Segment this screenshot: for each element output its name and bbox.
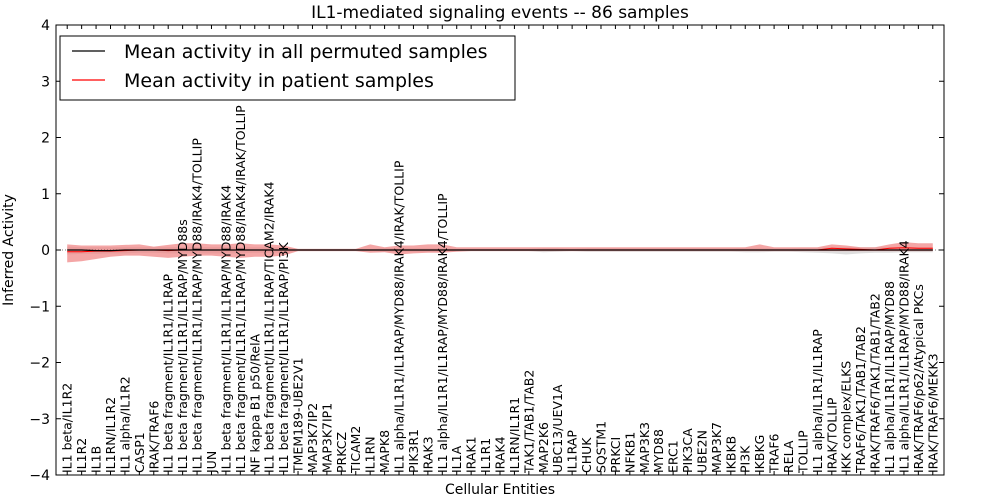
y-tick-label: 2 [41,131,50,147]
x-category-label: IRAK3 [420,436,435,473]
x-category-label: MAP3K3 [637,422,652,473]
x-category-label: TMEM189-UBE2V1 [291,357,306,474]
x-category-label: CHUK [579,437,594,473]
x-category-label: IL1 beta fragment/IL1R1/IL1RAP/MYD88/IRA… [190,138,205,473]
x-category-label: IKBKG [752,435,767,473]
x-category-label: IRAK/TRAF6/TAK1/TAB1/TAB2 [868,293,883,473]
x-category-label: IL1 beta fragment/IL1R1/IL1RAP/MYD88/IRA… [233,105,248,473]
x-category-label: IL1RN/IL1R1 [507,397,522,473]
y-tick-label: 4 [41,18,50,34]
x-category-label: MAP3K7 [709,422,724,473]
x-category-label: IL1 beta fragment/IL1R1/IL1RAP [161,273,176,473]
x-category-label: IRAK4 [493,436,508,473]
x-category-label: IL1B [89,446,104,473]
x-category-label: JUN [204,451,219,474]
x-category-label: PI3K [738,445,753,473]
x-category-label: TAK1/TAB1/TAB2 [521,370,536,474]
x-category-label: PRKCZ [334,432,349,473]
x-category-label: IL1RAP [565,430,580,473]
x-category-label: UBE2N [695,430,710,473]
legend-box [59,35,516,101]
x-category-label: IL1 beta/IL1R2 [60,383,75,473]
x-category-label: IRAK1 [464,436,479,473]
x-category-label: IL1R1 [478,438,493,473]
x-category-label: MAPK8 [377,430,392,473]
x-category-label: IL1RN [363,436,378,473]
x-category-label: IL1 beta fragment/IL1R1/IL1RAP/TICAM2/IR… [262,182,277,473]
y-tick-label: −2 [29,356,50,372]
x-category-label: IL1 beta fragment/IL1R1/IL1RAP/MYD88s [175,219,190,473]
legend: Mean activity in all permuted samples Me… [59,35,516,101]
x-category-label: IL1 alpha/IL1R1/IL1RAP/MYD88/IRAK4/IRAK/… [392,160,407,473]
legend-label-permuted: Mean activity in all permuted samples [124,41,487,63]
legend-label-patient: Mean activity in patient samples [124,70,434,92]
x-category-label: IL1 alpha/IL1R1/IL1RAP [810,329,825,473]
x-category-label: NF kappa B1 p50/RelA [247,333,262,473]
patient-band [67,242,933,263]
y-tick-label: −1 [29,299,50,315]
x-category-label: IL1 beta fragment/IL1R1/IL1RAP/PI3K [276,242,291,473]
x-category-label: IRAK/TRAF6/MEKK3 [925,353,940,473]
x-category-label: TRAF6/TAK1/TAB1/TAB2 [853,326,868,474]
x-category-label: MAP2K6 [536,422,551,473]
y-axis-label: Inferred Activity [1,194,17,306]
x-category-label: IL1 beta fragment/IL1R1/IL1RAP/MYD88/IRA… [218,185,233,473]
x-category-label: IRAK/TRAF6/p62/Atypical PKCs [911,284,926,473]
x-category-label: NFKB1 [622,432,637,473]
chart-title: IL1-mediated signaling events -- 86 samp… [311,3,689,23]
y-tick-label: 1 [41,187,50,203]
x-category-label: IRAK/TOLLIP [824,397,839,473]
y-tick-label: 0 [41,243,50,259]
x-category-label: IL1 alpha/IL1R1/IL1RAP/MYD88/IRAK4/TOLLI… [435,193,450,473]
x-category-label: IL1A [449,445,464,473]
x-category-label: PRKCI [608,437,623,473]
x-category-label: IL1RN/IL1R2 [103,397,118,473]
x-category-label: PIK3CA [680,428,695,473]
x-category-label: IL1 alpha/IL1R1/IL1RAP/MYD88 [882,281,897,473]
x-axis-label: Cellular Entities [445,482,555,498]
y-tick-label: −4 [29,468,50,484]
x-category-label: IRAK/TRAF6 [146,401,161,473]
x-category-label: MYD88 [651,429,666,473]
x-category-label: SQSTM1 [594,421,609,473]
y-tick-label: 3 [41,74,50,90]
x-category-label: TICAM2 [348,426,363,474]
x-category-label: RELA [781,440,796,473]
x-category-label: ERC1 [666,440,681,473]
x-category-label: IL1 alpha/IL1R2 [117,376,132,473]
y-tick-label: −3 [29,412,50,428]
x-category-label: IKK complex/ELKS [839,361,854,473]
x-category-label: IL1 alpha/IL1R1/IL1RAP/MYD88/IRAK4 [896,240,911,473]
x-category-label: IKBKB [723,436,738,473]
x-category-label: MAP3K7IP2 [305,403,320,473]
x-category-label: CASP1 [132,432,147,473]
x-category-label: TRAF6 [767,433,782,474]
x-category-label: UBC13/UEV1A [550,384,565,473]
x-category-label: TOLLIP [796,430,811,474]
x-category-label: MAP3K7IP1 [319,403,334,473]
x-category-label: IL1R2 [74,438,89,473]
x-category-label: PIK3R1 [406,429,421,473]
